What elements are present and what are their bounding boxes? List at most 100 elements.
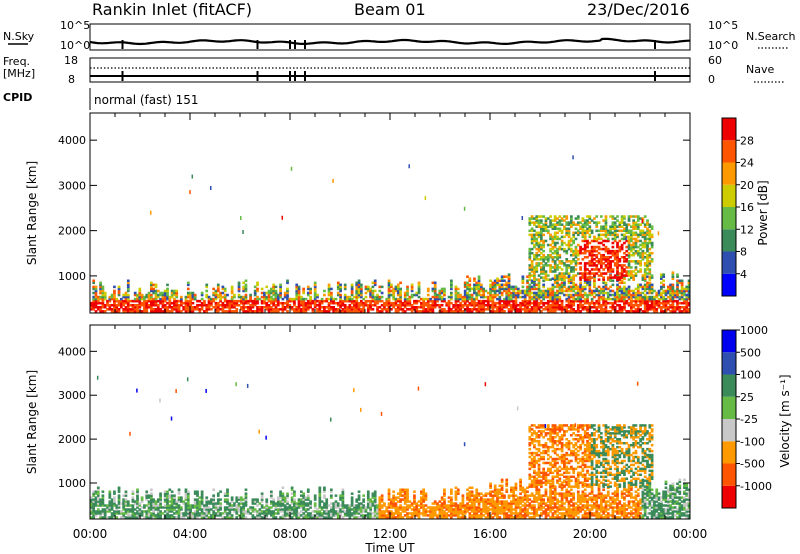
- echo-cell: [609, 231, 612, 235]
- echo-cell: [664, 305, 668, 309]
- echo-cell: [150, 285, 153, 289]
- echo-cell: [551, 270, 555, 273]
- echo-cell: [350, 496, 354, 499]
- echo-cell: [583, 274, 587, 277]
- echo-cell: [122, 494, 126, 497]
- echo-cell: [583, 297, 587, 301]
- echo-cell: [570, 270, 573, 273]
- echo-cell: [101, 285, 105, 289]
- echo-cell: [94, 285, 98, 289]
- echo-cell: [371, 512, 375, 515]
- echo-cell: [366, 502, 370, 505]
- echo-cell: [606, 287, 610, 291]
- echo-cell: [574, 299, 578, 303]
- echo-cell: [196, 512, 199, 515]
- echo-cell: [124, 293, 128, 297]
- echo-cell: [493, 303, 497, 307]
- echo-cell: [634, 297, 638, 301]
- echo-cell: [369, 301, 372, 305]
- echo-cell: [396, 299, 400, 303]
- echo-cell: [401, 506, 405, 509]
- echo-cell: [533, 243, 536, 247]
- echo-cell: [138, 291, 142, 295]
- echo-cell: [600, 247, 603, 251]
- echo-cell: [122, 502, 126, 505]
- echo-cell: [618, 249, 622, 253]
- echo-cell: [115, 299, 119, 303]
- echo-cell: [556, 235, 559, 239]
- echo-cell: [394, 516, 398, 519]
- echo-cell: [500, 279, 504, 283]
- echo-cell: [685, 310, 689, 313]
- echo-cell: [276, 299, 280, 303]
- echo-cell: [549, 268, 552, 271]
- echo-cell: [549, 297, 552, 301]
- echo-cell: [570, 249, 573, 253]
- echo-cell: [535, 243, 539, 247]
- echo-cell: [602, 293, 606, 297]
- echo-cell: [166, 494, 169, 497]
- echo-cell: [565, 266, 569, 269]
- echo-cell: [602, 308, 606, 311]
- echo-cell: [507, 275, 511, 278]
- echo-cell: [325, 299, 329, 303]
- echo-cell: [406, 287, 409, 291]
- echo-cell: [586, 295, 589, 299]
- echo-cell: [445, 506, 449, 509]
- echo-cell: [583, 237, 587, 241]
- echo-cell: [318, 514, 322, 517]
- echo-cell: [117, 510, 121, 513]
- echo-cell: [184, 492, 188, 495]
- echo-cell: [551, 283, 555, 287]
- echo-cell: [440, 516, 444, 519]
- echo-cell: [101, 496, 105, 499]
- echo-cell: [676, 295, 679, 299]
- echo-cell: [136, 506, 139, 509]
- echo-cell: [378, 496, 382, 499]
- echo-cell: [447, 504, 451, 507]
- echo-cell: [630, 249, 633, 253]
- echo-cell: [563, 289, 566, 293]
- echo-cell: [110, 500, 114, 503]
- echo-cell: [304, 303, 308, 307]
- echo-cell: [126, 281, 130, 285]
- echo-cell: [683, 308, 686, 311]
- echo-cell: [113, 293, 116, 297]
- echo-cell: [360, 514, 363, 517]
- echo-cell: [542, 260, 546, 263]
- echo-cell: [360, 310, 363, 313]
- echo-cell: [553, 227, 557, 231]
- echo-cell: [609, 251, 612, 255]
- echo-cell: [664, 310, 668, 313]
- echo-cell: [170, 502, 174, 505]
- echo-cell: [505, 299, 509, 303]
- echo-cell: [392, 305, 396, 309]
- echo-cell: [309, 287, 312, 291]
- echo-cell: [117, 287, 121, 291]
- echo-cell: [560, 235, 564, 239]
- echo-cell: [355, 504, 359, 507]
- echo-cell: [387, 301, 391, 305]
- echo-cell: [447, 299, 451, 303]
- station-title: Rankin Inlet (fitACF): [92, 0, 253, 19]
- echo-cell: [154, 310, 158, 313]
- echo-cell: [330, 297, 333, 301]
- echo-cell: [618, 303, 622, 307]
- echo-cell: [445, 310, 449, 313]
- echo-cell: [440, 506, 444, 509]
- echo-cell: [373, 297, 377, 301]
- echo-cell: [595, 223, 599, 226]
- echo-cell: [177, 500, 181, 503]
- echo-cell: [336, 514, 340, 517]
- echo-cell: [212, 512, 216, 515]
- echo-cell: [627, 310, 631, 313]
- echo-cell: [385, 299, 389, 303]
- echo-cell: [286, 305, 289, 309]
- echo-cell: [438, 297, 442, 301]
- echo-cell: [355, 283, 359, 287]
- echo-cell: [138, 287, 142, 291]
- echo-cell: [124, 500, 128, 503]
- echo-point: [641, 219, 644, 224]
- echo-cell: [576, 217, 580, 220]
- echo-cell: [92, 508, 96, 511]
